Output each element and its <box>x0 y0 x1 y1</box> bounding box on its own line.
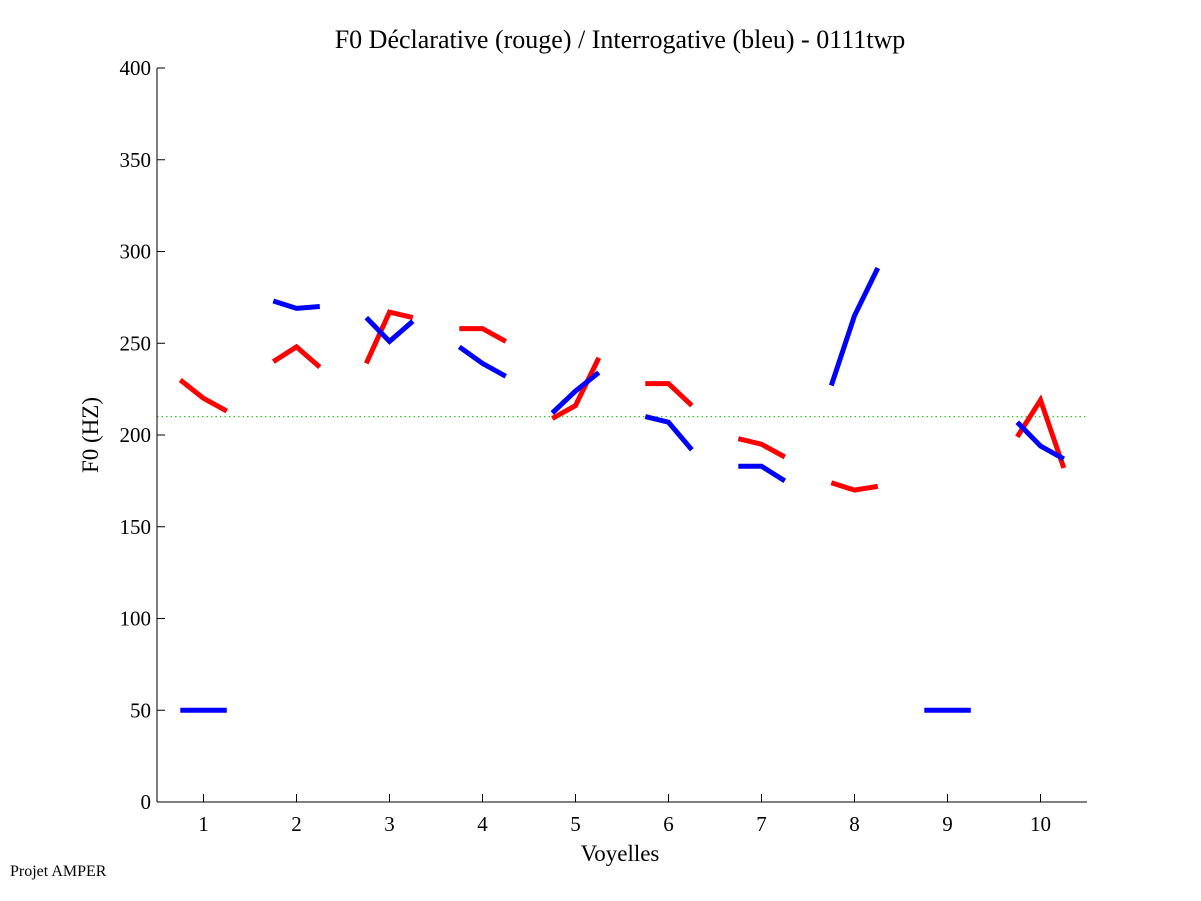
interrogative-segment-4 <box>457 344 508 379</box>
x-tick-label: 7 <box>756 812 767 836</box>
x-tick-label: 8 <box>849 812 860 836</box>
interrogative-segment-5 <box>550 370 601 415</box>
y-tick-label: 400 <box>120 56 152 80</box>
declarative-segment-2 <box>271 343 322 369</box>
x-tick-label: 2 <box>291 812 302 836</box>
x-tick-label: 10 <box>1030 812 1051 836</box>
declarative-segment-8 <box>830 480 879 493</box>
interrogative-segment-2 <box>272 298 321 311</box>
y-tick-label: 100 <box>120 607 152 631</box>
x-axis-label: Voyelles <box>581 841 660 866</box>
x-tick-label: 9 <box>942 812 953 836</box>
interrogative-segment-6 <box>644 414 694 452</box>
interrogative-segment-8 <box>828 266 881 387</box>
declarative-segment-1 <box>178 378 229 414</box>
y-tick-label: 50 <box>130 698 151 722</box>
declarative-segment-4 <box>459 326 508 344</box>
declarative-segment-5 <box>551 356 602 421</box>
declarative-segment-3 <box>364 309 414 365</box>
x-tick-label: 1 <box>198 812 209 836</box>
y-tick-label: 300 <box>120 240 152 264</box>
interrogative-segment-7 <box>738 463 787 484</box>
declarative-segment-9 <box>1015 394 1067 469</box>
y-tick-label: 0 <box>141 790 152 814</box>
footer-credit: Projet AMPER <box>10 863 107 880</box>
y-tick-label: 200 <box>120 423 152 447</box>
declarative-segment-6 <box>645 381 694 408</box>
x-tick-label: 3 <box>384 812 395 836</box>
x-tick-label: 4 <box>477 812 488 836</box>
y-tick-label: 350 <box>120 148 152 172</box>
y-tick-label: 250 <box>120 331 152 355</box>
interrogative-segment-3 <box>364 315 415 345</box>
y-axis-label: F0 (HZ) <box>78 397 103 473</box>
interrogative-segment-10 <box>1015 420 1066 462</box>
x-tick-label: 5 <box>570 812 581 836</box>
chart-title: F0 Déclarative (rouge) / Interrogative (… <box>335 25 906 54</box>
x-tick-label: 6 <box>663 812 674 836</box>
declarative-segment-7 <box>737 436 787 460</box>
y-tick-label: 150 <box>120 515 152 539</box>
